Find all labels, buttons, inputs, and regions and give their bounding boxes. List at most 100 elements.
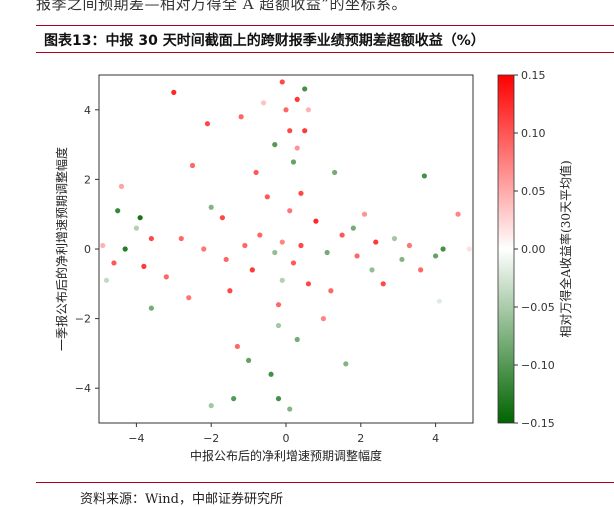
scatter-point [272, 142, 278, 148]
colorbar-tick-label: −0.05 [521, 301, 555, 314]
scatter-point [242, 242, 248, 249]
x-tick-label: −4 [128, 432, 144, 445]
scatter-point [373, 239, 379, 245]
colorbar-tick-label: 0.00 [521, 243, 546, 256]
scatter-point [332, 169, 338, 176]
scatter-point [238, 114, 244, 120]
x-tick-label: −2 [203, 432, 219, 445]
scatter-point [227, 288, 233, 294]
scatter-point [406, 242, 413, 249]
scatter-point [189, 162, 196, 169]
scatter-point [275, 302, 282, 308]
x-tick-label: 2 [357, 432, 364, 445]
scatter-point [122, 246, 128, 252]
scatter-point [305, 281, 312, 287]
scatter-point [253, 169, 259, 176]
scatter-point [339, 232, 345, 238]
scatter-point [294, 336, 300, 343]
source-note: 资料来源：Wind，中邮证券研究所 [80, 492, 283, 507]
x-axis: −4 −2 0 2 4 [128, 423, 439, 445]
scatter-point [223, 256, 229, 263]
scatter-point [100, 242, 106, 249]
scatter-point [141, 263, 147, 269]
scatter-point [115, 208, 121, 214]
scatter-point [455, 211, 461, 217]
scatter-point [178, 235, 184, 242]
scatter-point [294, 145, 300, 151]
scatter-point [279, 79, 285, 85]
scatter-point [421, 173, 427, 179]
scatter-point [257, 232, 263, 238]
colorbar-tick-label: 0.05 [521, 185, 546, 198]
scatter-point [148, 305, 154, 311]
scatter-point [249, 267, 255, 273]
x-tick-label: 4 [432, 432, 439, 445]
scatter-point [391, 235, 398, 242]
scatter-point [275, 396, 282, 402]
scatter-point [466, 246, 472, 252]
colorbar-axis: 0.15 0.10 0.05 0.00 −0.05 −0.10 −0.15 [514, 69, 555, 430]
scatter-point [320, 316, 326, 322]
figure-header: 图表13：中报 30 天时间截面上的跨财报季业绩预期差超额收益（%） [36, 25, 614, 53]
y-axis: −4 −2 0 2 4 [75, 104, 99, 395]
points-layer [100, 79, 472, 412]
colorbar-tick-label: 0.15 [521, 69, 546, 82]
y-tick-label: 4 [84, 104, 91, 117]
colorbar-tick-label: 0.10 [521, 127, 546, 140]
colorbar [497, 74, 515, 424]
scatter-point [290, 260, 297, 266]
scatter-point [283, 107, 289, 113]
scatter-point [272, 249, 278, 256]
scatter-point [287, 128, 293, 134]
scatter-point [268, 371, 274, 377]
scatter-point [275, 322, 282, 329]
scatter-point [279, 277, 285, 283]
scatter-point [111, 260, 117, 266]
x-axis-label: 中报公布后的净利增速预期调整幅度 [190, 448, 382, 463]
scatter-point [294, 96, 300, 102]
scatter-point [103, 277, 110, 283]
scatter-point [343, 361, 349, 367]
y-tick-label: −2 [75, 313, 91, 326]
figure-title: 图表13：中报 30 天时间截面上的跨财报季业绩预期差超额收益（%） [44, 33, 485, 49]
scatter-point [380, 281, 386, 287]
y-tick-label: 2 [84, 173, 91, 186]
scatter-point [163, 274, 169, 280]
scatter-point [186, 295, 192, 301]
scatter-point [133, 225, 139, 231]
scatter-chart: −4 −2 0 2 4 −4 −2 0 2 4 中报公布后的净利增速预期调整幅度 一季报公布后的… [54, 69, 573, 463]
scatter-point [361, 211, 368, 217]
scatter-point [208, 403, 214, 409]
scatter-point [324, 249, 330, 256]
y-axis-label: 一季报公布后的净利增速预期调整幅度 [54, 147, 69, 351]
scatter-point [418, 267, 424, 273]
scatter-point [204, 121, 211, 127]
scatter-point [313, 218, 319, 224]
scatter-point [201, 246, 207, 252]
scatter-point [433, 253, 439, 259]
footer-rule [36, 482, 614, 483]
plot-frame [98, 74, 474, 424]
scatter-point [260, 100, 267, 106]
scatter-point [171, 89, 177, 95]
scatter-point [231, 396, 237, 402]
scatter-point [399, 256, 405, 263]
scatter-point [305, 107, 312, 113]
scatter-point [208, 204, 214, 210]
scatter-point [354, 253, 360, 259]
top-text: 报季之间预期差—相对万得全 A 超额收益”的坐标系。 [36, 0, 408, 13]
scatter-point [246, 357, 252, 363]
scatter-point [287, 406, 293, 412]
scatter-point [287, 208, 293, 214]
scatter-point [279, 239, 285, 245]
scatter-point [369, 267, 375, 273]
scatter-point [264, 194, 270, 200]
scatter-point [137, 215, 143, 221]
scatter-point [302, 86, 308, 92]
y-tick-label: 0 [84, 243, 91, 256]
scatter-point [436, 298, 442, 304]
scatter-point [440, 246, 446, 252]
scatter-point [350, 225, 356, 231]
y-tick-label: −4 [75, 382, 91, 395]
x-tick-label: 0 [283, 432, 290, 445]
